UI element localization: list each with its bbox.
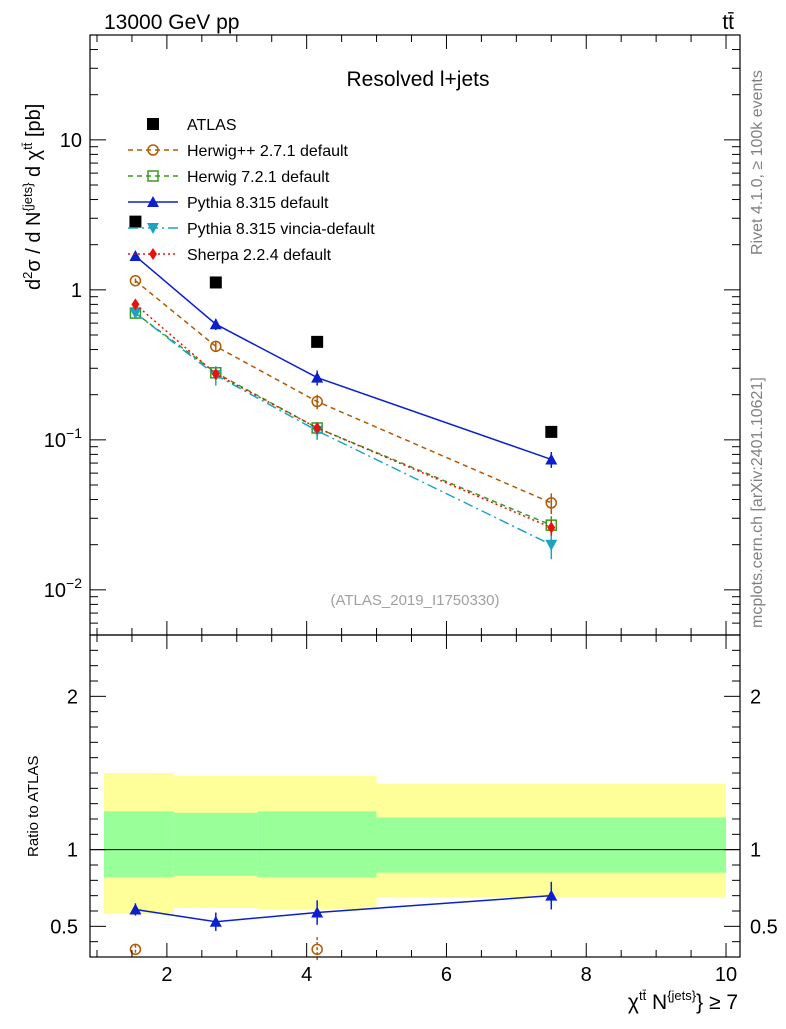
legend-label: Pythia 8.315 default [187,195,329,212]
y-tick-label: 10 [60,130,82,152]
data-point [545,453,558,465]
data-point [209,276,222,289]
data-point [131,298,140,311]
ratio-point [311,906,324,918]
series-line [134,280,552,504]
data-point [311,335,324,348]
ratio-ticks: 0.5 0.5 1 1 2 2 [50,634,778,958]
legend-label: Sherpa 2.2.4 default [187,247,332,264]
ratio-band-inner [376,817,727,873]
series-2 [129,307,558,536]
legend-marker [149,248,157,260]
data-point [210,340,222,353]
analysis-reference: (ATLAS_2019_I1750330) [330,592,499,609]
side-label-rivet: Rivet 4.1.0, ≥ 100k events [749,70,766,255]
chart-subtitle: Resolved l+jets [347,68,490,91]
legend-marker [147,223,159,234]
ratio-point [545,889,558,901]
ratio-point [209,915,222,927]
ratio-band-inner [173,812,258,876]
series-0 [129,215,558,438]
ratio-panel: 2 4 6 8 10 0.5 0.5 1 1 2 2 [50,35,778,986]
series-1 [129,274,558,515]
data-point [211,367,220,380]
data-point [545,539,558,551]
series-line [134,312,552,526]
ratio-tick-label-right: 0.5 [750,916,778,938]
legend-marker [147,118,159,130]
legend-label: Herwig++ 2.7.1 default [187,143,349,160]
data-point [311,371,324,383]
ratio-series-1 [129,937,323,962]
series-4 [129,308,558,560]
legend-label: Herwig 7.2.1 default [187,169,330,186]
x-tick-label: 10 [715,964,737,986]
ratio-point [129,943,142,956]
series-line [134,303,552,529]
y-axis-label: d2σ / d N{jets} d χtt̄ [pb] [20,104,45,290]
y-tick-label: 10−2 [44,575,82,602]
series-line [134,255,552,461]
legend-marker [147,196,159,207]
data-point [129,250,142,262]
data-point [311,395,323,408]
legend-label: ATLAS [187,117,237,134]
ratio-bands [103,773,727,915]
series-line [134,312,552,546]
data-point [545,425,558,438]
y-tick-label: 1 [71,280,82,302]
ratio-band-inner [257,811,377,878]
header-left: 13000 GeV pp [104,11,239,34]
header-right: tt̄ [722,11,734,34]
y-tick-label: 10−1 [44,425,82,452]
x-tick-label: 4 [301,964,312,986]
x-tick-label: 2 [161,964,172,986]
data-point [129,215,142,228]
legend-label: Pythia 8.315 vincia-default [187,221,375,238]
ratio-tick-label-right: 2 [750,686,761,708]
ratio-line [135,894,552,923]
x-axis-label: χtt̄ N{jets}} ≥ 7 [628,988,738,1014]
ratio-series-3 [129,881,558,931]
ratio-tick-label-left: 0.5 [50,916,78,938]
data-point [129,308,142,320]
data-point [129,274,142,287]
ratio-tick-label-left: 1 [67,840,78,862]
data-point [209,318,222,330]
series-3 [129,250,558,468]
legend-marker [147,144,159,156]
legend-marker [147,170,159,182]
x-ticks: 2 4 6 8 10 [96,35,737,986]
ratio-band-inner [103,811,174,878]
ratio-axis-label: Ratio to ATLAS [25,756,42,857]
x-tick-label: 8 [581,964,592,986]
side-label-mcplots: mcplots.cern.ch [arXiv:2401.10621] [749,377,766,628]
ratio-frame [89,634,741,958]
ratio-point [129,903,142,915]
data-point [545,497,558,509]
data-point [547,521,556,534]
ratio-tick-label-left: 2 [67,686,78,708]
data-point [313,421,322,434]
legend: ATLAS Herwig++ 2.7.1 default Herwig 7.2.1 … [128,117,375,264]
ratio-point [311,943,323,956]
x-tick-label: 6 [441,964,452,986]
main-panel: 10−2 10−1 1 10 ATLAS Herwig++ 2.7.1 default He… [44,34,741,636]
ratio-tick-label-right: 1 [750,840,761,862]
series-5 [131,298,556,536]
